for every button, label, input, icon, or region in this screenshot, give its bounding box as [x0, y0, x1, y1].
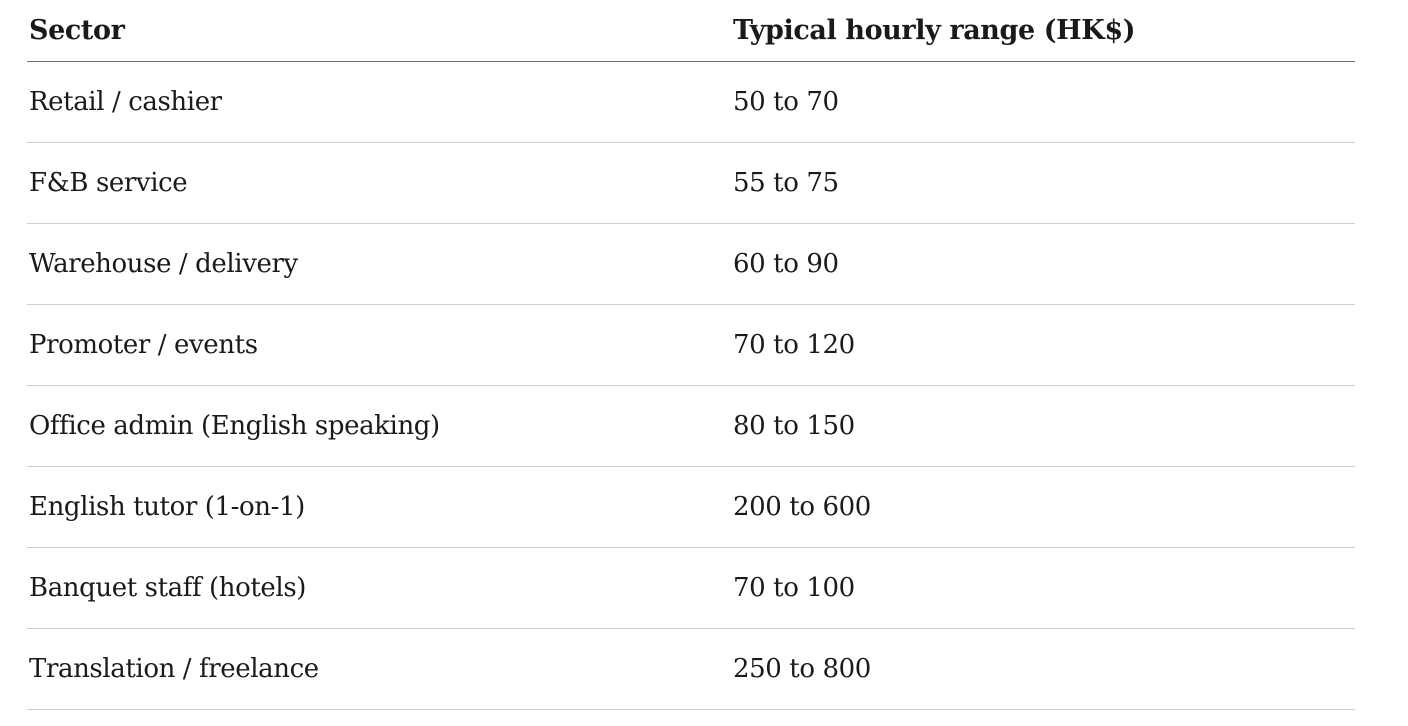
table-row: Translation / freelance 250 to 800: [27, 628, 1355, 710]
table-row: Banquet staff (hotels) 70 to 100: [27, 547, 1355, 629]
table-row: English tutor (1-on-1) 200 to 600: [27, 466, 1355, 548]
cell-range: 250 to 800: [731, 628, 1355, 710]
cell-range: 60 to 90: [731, 223, 1355, 305]
table-row: Retail / cashier 50 to 70: [27, 61, 1355, 143]
table-row: Warehouse / delivery 60 to 90: [27, 223, 1355, 305]
cell-sector: Translation / freelance: [27, 628, 731, 710]
cell-sector: Banquet staff (hotels): [27, 547, 731, 629]
table-row: F&B service 55 to 75: [27, 142, 1355, 224]
cell-range: 50 to 70: [731, 61, 1355, 143]
cell-sector: Promoter / events: [27, 304, 731, 386]
table-row: Promoter / events 70 to 120: [27, 304, 1355, 386]
header-hourly-range: Typical hourly range (HK$): [731, 0, 1355, 62]
table-header-row: Sector Typical hourly range (HK$): [27, 0, 1355, 62]
cell-sector: Warehouse / delivery: [27, 223, 731, 305]
hourly-wage-table: Sector Typical hourly range (HK$) Retail…: [27, 0, 1355, 710]
cell-sector: F&B service: [27, 142, 731, 224]
table-row: Office admin (English speaking) 80 to 15…: [27, 385, 1355, 467]
cell-sector: Retail / cashier: [27, 61, 731, 143]
header-sector: Sector: [27, 0, 731, 62]
cell-sector: English tutor (1-on-1): [27, 466, 731, 548]
cell-range: 70 to 100: [731, 547, 1355, 629]
cell-range: 70 to 120: [731, 304, 1355, 386]
cell-range: 55 to 75: [731, 142, 1355, 224]
wage-table-container: Sector Typical hourly range (HK$) Retail…: [27, 0, 1355, 710]
cell-range: 80 to 150: [731, 385, 1355, 467]
cell-range: 200 to 600: [731, 466, 1355, 548]
cell-sector: Office admin (English speaking): [27, 385, 731, 467]
